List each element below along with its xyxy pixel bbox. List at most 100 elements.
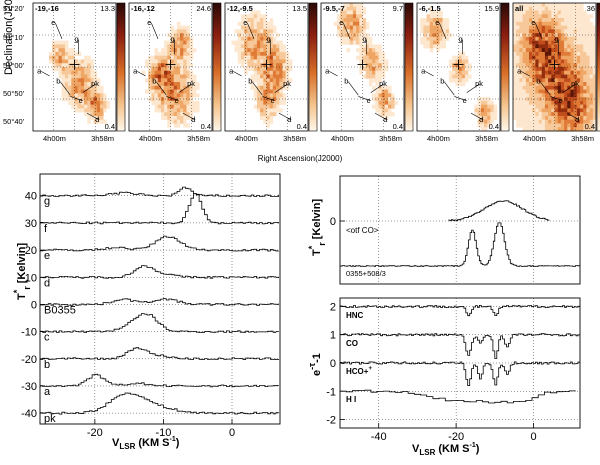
colorbar-min: 0.4: [489, 122, 499, 131]
map-pixel: [576, 6, 581, 11]
map-pixel: [538, 25, 543, 30]
map-pixel: [560, 51, 565, 56]
map-pixel: [100, 108, 104, 113]
map-pixel: [180, 51, 184, 56]
map-pixel: [535, 123, 539, 128]
map-pixel: [96, 108, 101, 113]
map-pixel: [372, 74, 376, 79]
map-pixel: [544, 85, 549, 90]
map-pixel: [282, 44, 286, 49]
map-pixel: [276, 59, 280, 64]
map-pixel: [68, 48, 72, 53]
position-label: c: [559, 96, 563, 105]
map-pixel: [359, 25, 363, 30]
map-pixel: [359, 63, 363, 68]
map-pixel: [157, 100, 162, 105]
map-pixel: [173, 89, 178, 94]
map-pixel: [513, 14, 517, 19]
map-pixel: [151, 85, 155, 90]
map-pixel: [576, 21, 581, 26]
map-pixel: [423, 18, 427, 23]
map-pixel: [484, 127, 488, 132]
map-pixel: [570, 48, 574, 53]
position-leader: [562, 83, 576, 93]
map-pixel: [513, 63, 517, 68]
position-leader: [425, 71, 434, 77]
map-pixel: [375, 70, 379, 75]
map-pixel: [516, 33, 520, 38]
map-pixel: [269, 108, 274, 113]
map-pixel: [240, 21, 245, 26]
map-pixel: [528, 44, 533, 49]
map-pixel: [276, 48, 280, 53]
map-pixel: [349, 25, 354, 30]
map-pixel: [548, 67, 552, 72]
map-pixel: [183, 44, 187, 49]
map-pixel: [384, 112, 389, 117]
map-pixel: [260, 115, 264, 120]
map-pixel: [378, 70, 382, 75]
map-pixel: [356, 36, 360, 41]
map-pixel: [186, 123, 190, 128]
position-label: g: [459, 34, 463, 43]
map-pixel: [570, 63, 574, 68]
map-pixel: [532, 108, 536, 113]
map-pixel: [272, 51, 277, 56]
map-pixel: [532, 14, 536, 19]
map-pixel: [426, 44, 431, 49]
map-pixel: [55, 40, 59, 45]
map-pixel: [87, 78, 91, 83]
map-pixel: [452, 74, 456, 79]
map-pixel: [436, 29, 440, 34]
map-pixel: [173, 48, 178, 53]
map-pixel: [567, 55, 571, 60]
map-pixel: [269, 40, 274, 45]
map-pixel: [528, 100, 533, 105]
map-pixel: [513, 89, 517, 94]
map-pixel: [564, 89, 568, 94]
map-pixel: [576, 82, 581, 87]
map-pixel: [544, 44, 549, 49]
map-pixel: [554, 51, 558, 56]
map-pixel: [253, 85, 258, 90]
map-pixel: [538, 112, 543, 117]
map-pixel: [84, 93, 88, 98]
map-pixel: [260, 100, 264, 105]
map-pixel: [64, 74, 69, 79]
map-pixel: [522, 74, 527, 79]
map-pixel: [432, 40, 437, 45]
map-pixel: [64, 82, 69, 87]
map-pixel: [564, 115, 568, 120]
map-pixel: [80, 108, 85, 113]
map-pixel: [84, 67, 88, 72]
map-pixel: [439, 29, 443, 34]
map-pixel: [535, 82, 539, 87]
map-pixel: [544, 70, 549, 75]
map-pixel: [68, 100, 72, 105]
map-pixel: [519, 78, 523, 83]
map-pixel: [368, 44, 373, 49]
map-pixel: [429, 21, 434, 26]
map-pixel: [276, 51, 280, 56]
map-pixel: [183, 100, 187, 105]
map-pixel: [519, 63, 523, 68]
map-pixel: [548, 108, 552, 113]
map-pixel: [186, 44, 190, 49]
map-pixel: [564, 59, 568, 64]
map-pixel: [256, 78, 261, 83]
map-pixel: [346, 29, 351, 34]
map-pixel: [541, 10, 546, 15]
map-pixel: [554, 108, 558, 113]
map-pixel: [432, 18, 437, 23]
map-pixel: [592, 40, 597, 45]
map-pixel: [378, 93, 382, 98]
map-pixel: [375, 82, 379, 87]
map-pixel: [464, 70, 469, 75]
map-pixel: [375, 51, 379, 56]
map-pixel: [516, 123, 520, 128]
map-pixel: [160, 55, 165, 60]
position-label: d: [383, 115, 387, 124]
map-pixel: [279, 97, 283, 102]
map-pixel: [279, 100, 283, 105]
map-pixel: [87, 55, 91, 60]
